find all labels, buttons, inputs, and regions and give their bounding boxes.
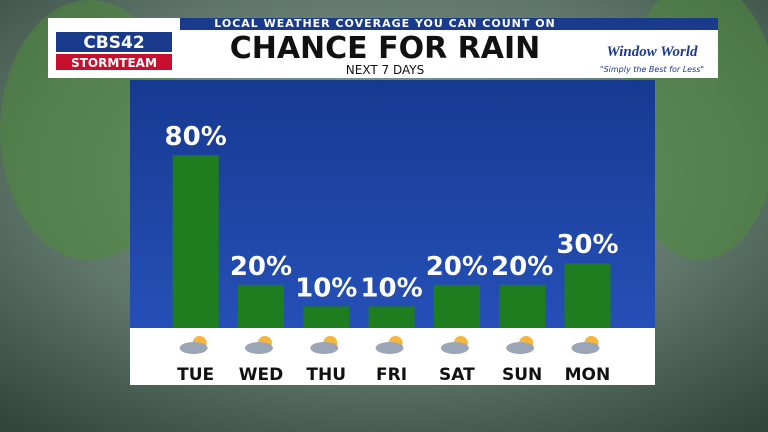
sponsor-tagline: "Simply the Best for Less": [600, 65, 704, 74]
banner-text: LOCAL WEATHER COVERAGE YOU CAN COUNT ON: [214, 17, 556, 30]
weather-icons: [179, 336, 600, 354]
value-label: 10%: [360, 273, 422, 303]
chart-title: CHANCE FOR RAIN: [230, 31, 541, 66]
value-label: 30%: [556, 230, 618, 260]
station-logo-bg: [56, 32, 172, 52]
x-tick-label: THU: [306, 365, 346, 385]
team-logo-bg: [56, 54, 172, 70]
weather-icon-cloud: [179, 342, 208, 354]
bar: [564, 263, 611, 328]
weather-icon-cloud: [310, 342, 339, 354]
x-tick-label: FRI: [376, 365, 407, 385]
x-tick-label: SAT: [439, 365, 475, 385]
sponsor-logo: Window World: [606, 44, 698, 60]
bar: [303, 306, 350, 328]
banner-strip: [180, 18, 718, 30]
bar: [172, 155, 219, 328]
bar: [368, 306, 415, 328]
weather-icon-cloud: [440, 342, 469, 354]
bar: [499, 284, 546, 328]
value-label: 20%: [426, 252, 488, 282]
weather-icon-cloud: [375, 342, 404, 354]
x-tick-label: MON: [565, 365, 611, 385]
x-tick-label: WED: [239, 365, 283, 385]
x-tick-label: TUE: [177, 365, 214, 385]
weather-icon-cloud: [244, 342, 273, 354]
station-logo: CBS42: [83, 33, 144, 53]
value-label: 20%: [230, 252, 292, 282]
bar: [237, 284, 284, 328]
team-logo: STORMTEAM: [71, 56, 157, 70]
weather-icon-cloud: [571, 342, 600, 354]
bar: [433, 284, 480, 328]
x-tick-label: SUN: [502, 365, 542, 385]
chart-subtitle: NEXT 7 DAYS: [346, 63, 424, 77]
weather-icon-cloud: [506, 342, 535, 354]
value-label: 80%: [165, 122, 227, 152]
value-label: 20%: [491, 252, 553, 282]
value-label: 10%: [295, 273, 357, 303]
